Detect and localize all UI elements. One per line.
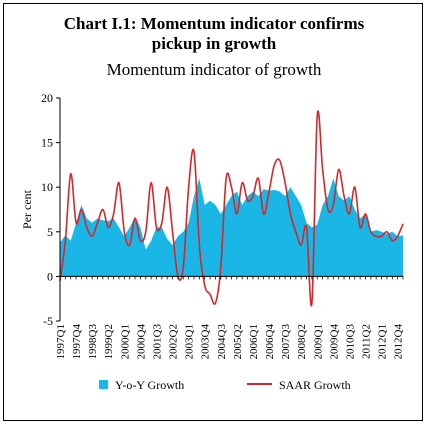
x-tick-label: 2006Q4 xyxy=(264,324,276,360)
plot-area xyxy=(59,110,404,307)
y-tick-label: 10 xyxy=(41,180,53,194)
x-tick-label: 2000Q4 xyxy=(135,324,147,360)
y-tick-label: 5 xyxy=(47,225,53,239)
legend-label-saar-growth: SAAR Growth xyxy=(279,378,351,392)
x-tick-label: 2012Q4 xyxy=(393,324,405,360)
chart-title: Chart I.1: Momentum indicator confirms p… xyxy=(4,14,424,54)
x-tick-label: 2011Q2 xyxy=(360,324,372,359)
series-area-yoy-growth xyxy=(60,178,403,277)
y-tick-label: 0 xyxy=(47,269,53,283)
legend-swatch-yoy-growth xyxy=(99,380,108,389)
x-tick-label: 1999Q2 xyxy=(103,324,115,359)
x-tick-label: 2005Q2 xyxy=(232,324,244,359)
x-tick-label: 2000Q1 xyxy=(119,324,131,359)
x-tick-label: 1997Q1 xyxy=(55,324,67,359)
y-axis-label: Per cent xyxy=(20,189,34,229)
x-tick-label: 1997Q4 xyxy=(71,324,83,360)
chart-subtitle: Momentum indicator of growth xyxy=(106,60,322,79)
legend-label-yoy-growth: Y-o-Y Growth xyxy=(115,378,184,392)
x-tick-label: 2007Q3 xyxy=(280,324,292,360)
x-tick-label: 2006Q1 xyxy=(248,324,260,359)
x-tick-label: 2003Q1 xyxy=(184,324,196,359)
x-tick-label: 2002Q2 xyxy=(168,324,180,359)
y-tick-label: 20 xyxy=(41,91,53,105)
legend: Y-o-Y Growth SAAR Growth xyxy=(99,378,351,392)
x-tick-label: 2009Q1 xyxy=(312,324,324,359)
x-tick-label: 1998Q3 xyxy=(87,324,99,360)
x-tick-label: 2008Q2 xyxy=(296,324,308,359)
chart-title-line-2: pickup in growth xyxy=(151,34,277,53)
x-tick-label: 2010Q3 xyxy=(344,324,356,360)
x-tick-label: 2001Q3 xyxy=(151,324,163,360)
axes: -5 0 5 10 15 20 Per cent 1997Q1 1997Q4 1998Q3 1999… xyxy=(20,91,405,359)
y-tick-label: 15 xyxy=(41,136,53,150)
series-line-saar-growth xyxy=(59,110,404,307)
x-tick-label: 2012Q1 xyxy=(377,324,389,359)
chart-title-line-1: Chart I.1: Momentum indicator confirms xyxy=(63,14,365,33)
x-tick-label: 2009Q4 xyxy=(328,324,340,360)
x-tick-label: 2004Q3 xyxy=(216,324,228,360)
x-tick-label: 2003Q4 xyxy=(200,324,212,360)
y-tick-label: -5 xyxy=(43,314,53,328)
